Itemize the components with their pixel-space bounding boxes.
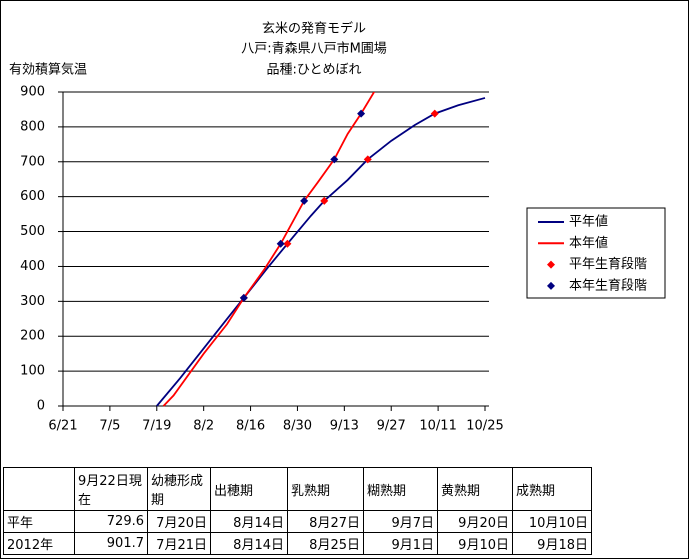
legend-label: 平年生育段階 [569, 256, 647, 272]
table-row: 2012年 901.7 7月21日 8月14日 8月25日 9月1日 9月10日 9月18日 [3, 532, 592, 555]
table-cell: 8月14日 [210, 510, 288, 533]
x-tick-label: 8/30 [283, 419, 312, 434]
table-cell: 8月14日 [210, 532, 288, 555]
table-header: 9月22日現在 [74, 467, 148, 511]
legend-label: 本年生育段階 [569, 277, 647, 293]
x-tick-label: 10/25 [466, 419, 503, 434]
point [276, 239, 285, 248]
x-tick-label: 7/5 [99, 419, 120, 434]
y-tick-label: 400 [20, 259, 45, 274]
table-cell: 8月27日 [287, 510, 364, 533]
table-header: 成熟期 [512, 467, 592, 511]
table-cell: 平年 [3, 510, 75, 533]
plot [156, 92, 486, 407]
point [283, 239, 292, 248]
table-row: 平年 729.6 7月20日 8月14日 8月27日 9月7日 9月20日 10月10日 [3, 510, 592, 533]
y-tick-label: 300 [20, 294, 45, 309]
x-tick-label: 8/2 [193, 419, 214, 434]
y-tick-label: 200 [20, 329, 45, 344]
table-cell: 10月10日 [512, 510, 592, 533]
table-cell: 9月1日 [363, 532, 438, 555]
table-cell: 9月10日 [437, 532, 513, 555]
table-cell [3, 467, 75, 511]
line [156, 97, 486, 407]
table-header: 糊熟期 [363, 467, 438, 511]
x-tick-label: 7/19 [142, 419, 171, 434]
table-cell: 729.6 [74, 510, 148, 533]
x-tick-label: 10/11 [419, 419, 456, 434]
y-tick-label: 900 [20, 85, 45, 100]
y-tick-label: 700 [20, 154, 45, 169]
y-tick-label: 800 [20, 119, 45, 134]
chart-title: 玄米の発育モデル [262, 21, 366, 37]
x-tick-label: 8/16 [236, 419, 265, 434]
table-header: 幼穂形成期 [147, 467, 211, 511]
point [430, 109, 439, 118]
table-cell: 901.7 [74, 532, 148, 555]
legend-label: 本年値 [569, 235, 608, 251]
table-cell: 2012年 [3, 532, 75, 555]
legend-marker [547, 281, 555, 290]
table: 9月22日現在 幼穂形成期 出穂期 乳熟期 糊熟期 黄熟期 成熟期 平年 729.… [3, 467, 592, 555]
point [357, 109, 366, 118]
chart: 玄米の発育モデル 八戸:青森県八戸市M圃場 品種:ひとめぼれ 有効積算気温 0 1… [9, 21, 666, 434]
y-axis-label: 有効積算気温 [9, 62, 87, 78]
table-cell: 8月25日 [287, 532, 364, 555]
table-cell: 7月21日 [147, 532, 211, 555]
y-tick-label: 500 [20, 224, 45, 239]
point [320, 196, 329, 205]
point [330, 155, 339, 164]
chart-title: 八戸:青森県八戸市M圃場 [241, 41, 387, 57]
table-header: 黄熟期 [437, 467, 513, 511]
point [239, 293, 248, 302]
x-tick-label: 6/21 [48, 419, 77, 434]
x-tick-label: 9/27 [377, 419, 406, 434]
point [300, 196, 309, 205]
table-cell: 9月7日 [363, 510, 438, 533]
point [363, 155, 372, 164]
y-tick-label: 600 [20, 189, 45, 204]
legend-label: 平年値 [569, 214, 608, 230]
chart-title: 品種:ひとめぼれ [267, 62, 362, 78]
legend-marker [547, 260, 555, 269]
y-tick-label: 0 [37, 399, 45, 414]
x-tick-label: 9/13 [330, 419, 359, 434]
y-tick-label: 100 [20, 364, 45, 379]
table-header: 乳熟期 [287, 467, 364, 511]
table-cell: 7月20日 [147, 510, 211, 533]
table-header: 出穂期 [210, 467, 288, 511]
table-cell: 9月18日 [512, 532, 592, 555]
table-cell: 9月20日 [437, 510, 513, 533]
